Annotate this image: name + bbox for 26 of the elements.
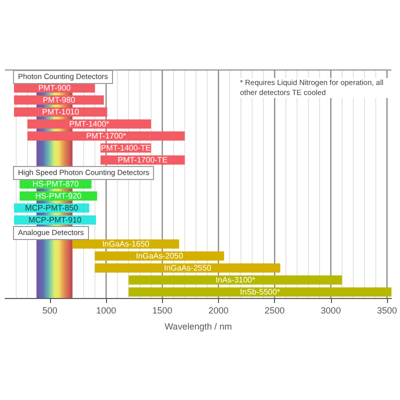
x-tick-label: 2500: [264, 306, 285, 316]
x-tick-label: 500: [42, 306, 58, 316]
y-tick-label: PMT-1700-TE: [118, 156, 168, 164]
y-tick-label: PMT-1010: [42, 108, 80, 116]
y-tick-label: MCP-PMT-910: [28, 216, 82, 224]
y-tick-label: PMT-1400*: [69, 120, 110, 128]
y-tick-label: InSb-5500*: [240, 288, 280, 296]
y-tick-label: HS-PMT-920: [35, 192, 82, 200]
x-tick-label: 3000: [320, 306, 341, 316]
bar: [128, 275, 342, 285]
y-tick-label: HS-PMT-870: [32, 180, 80, 188]
y-tick-label: InGaAs-2550: [164, 264, 212, 272]
y-tick-label: PMT-900: [38, 84, 72, 92]
x-tick-label: 3500: [376, 306, 398, 316]
y-tick-label: MCP-PMT-850: [25, 204, 79, 212]
x-tick-label: 2000: [208, 306, 228, 316]
x-axis-title: Wavelength / nm: [164, 322, 232, 332]
y-tick-label: PMT-1400-TE: [100, 144, 151, 152]
bar: [128, 287, 392, 297]
y-tick-label: InGaAs-1650: [102, 240, 150, 248]
y-tick-label: PMT-980: [42, 96, 76, 104]
y-tick-label: InGaAs-2050: [136, 252, 184, 260]
x-tick-label: 1000: [96, 306, 116, 316]
x-tick-label: 1500: [152, 306, 172, 316]
y-tick-label: PMT-1700*: [86, 132, 126, 140]
y-tick-label: InAs-3100*: [216, 276, 256, 284]
